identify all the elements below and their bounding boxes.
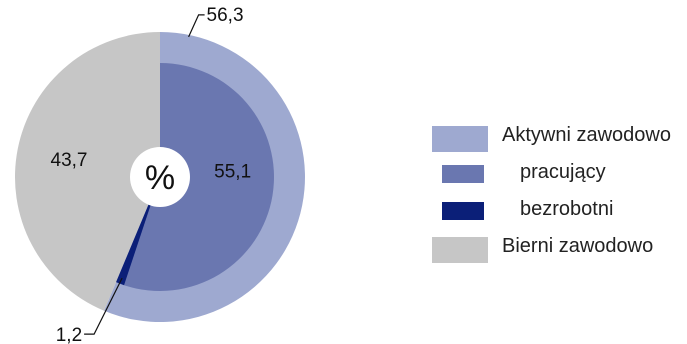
legend-item-pracujacy: pracujący [432,159,682,196]
center-circle [130,147,190,207]
legend-label-pracujacy: pracujący [520,161,606,183]
legend-item-bezrobotni: bezrobotni [432,196,682,233]
outer-slice-bierni-zawodowo [14,31,160,311]
slice-label-pracujacy: 55,1 [214,161,251,182]
legend-swatch-aktywni [432,126,488,152]
leader-line-bezrobotni [84,277,123,335]
legend-swatch-pracujacy [442,165,484,183]
legend-swatch-bierni [432,237,488,263]
inner-slice-pracujacy [124,63,274,291]
legend-item-bierni: Bierni zawodowo [432,233,682,270]
leader-line-aktywni [188,14,205,38]
legend-item-aktywni: Aktywni zawodowo [432,122,682,159]
center-unit-label: % [145,159,175,197]
slice-label-bezrobotni: 1,2 [56,325,82,344]
legend-label-bezrobotni: bezrobotni [520,198,614,220]
slice-label-bierni: 43,7 [51,150,88,171]
legend-swatch-bezrobotni [442,202,484,220]
legend: Aktywni zawodowo pracujący bezrobotni Bi… [432,122,682,270]
legend-label-aktywni: Aktywni zawodowo [502,124,671,146]
slice-label-aktywni: 56,3 [207,5,244,26]
legend-label-bierni: Bierni zawodowo [502,235,654,257]
